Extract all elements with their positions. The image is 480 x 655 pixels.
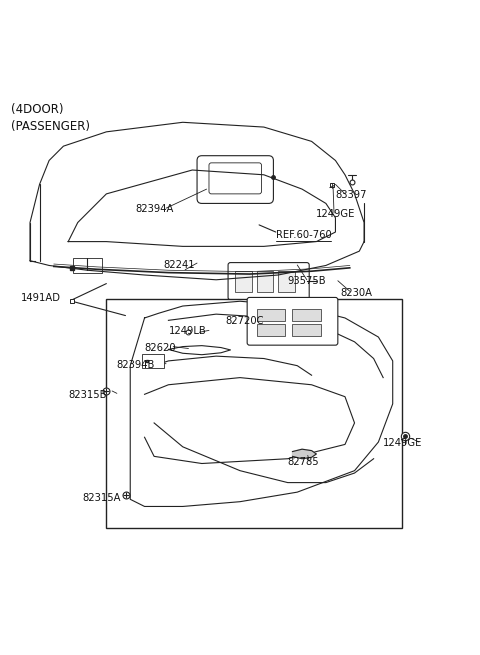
- Bar: [292, 309, 321, 322]
- Text: 1249GE: 1249GE: [316, 209, 356, 219]
- Bar: [257, 271, 274, 291]
- Text: 82315B: 82315B: [68, 390, 107, 400]
- Text: 83397: 83397: [336, 190, 367, 200]
- Text: 1491AD: 1491AD: [21, 293, 60, 303]
- Text: 1249GE: 1249GE: [383, 438, 422, 448]
- FancyBboxPatch shape: [197, 156, 274, 204]
- Text: (4DOOR): (4DOOR): [11, 103, 63, 116]
- Text: 82720C: 82720C: [226, 316, 264, 326]
- Text: 93575B: 93575B: [288, 276, 326, 286]
- Text: 82394A: 82394A: [135, 204, 173, 214]
- Text: 82241: 82241: [164, 259, 195, 269]
- Text: 1249LB: 1249LB: [168, 326, 206, 336]
- Text: 8230A: 8230A: [340, 288, 372, 297]
- Bar: [107, 299, 402, 528]
- Bar: [292, 324, 321, 335]
- Bar: [257, 309, 285, 322]
- Polygon shape: [292, 449, 316, 458]
- Bar: [235, 271, 252, 291]
- Bar: [142, 354, 164, 368]
- Text: 82394B: 82394B: [116, 360, 154, 369]
- Bar: [257, 324, 285, 335]
- Bar: [73, 258, 102, 272]
- FancyBboxPatch shape: [209, 163, 262, 194]
- Text: 82620: 82620: [144, 343, 176, 352]
- Bar: [278, 271, 295, 291]
- FancyBboxPatch shape: [228, 263, 309, 300]
- Text: 82785: 82785: [288, 457, 319, 467]
- Text: REF.60-760: REF.60-760: [276, 231, 332, 240]
- Text: (PASSENGER): (PASSENGER): [11, 120, 90, 133]
- Text: 82315A: 82315A: [83, 493, 121, 503]
- FancyBboxPatch shape: [247, 297, 338, 345]
